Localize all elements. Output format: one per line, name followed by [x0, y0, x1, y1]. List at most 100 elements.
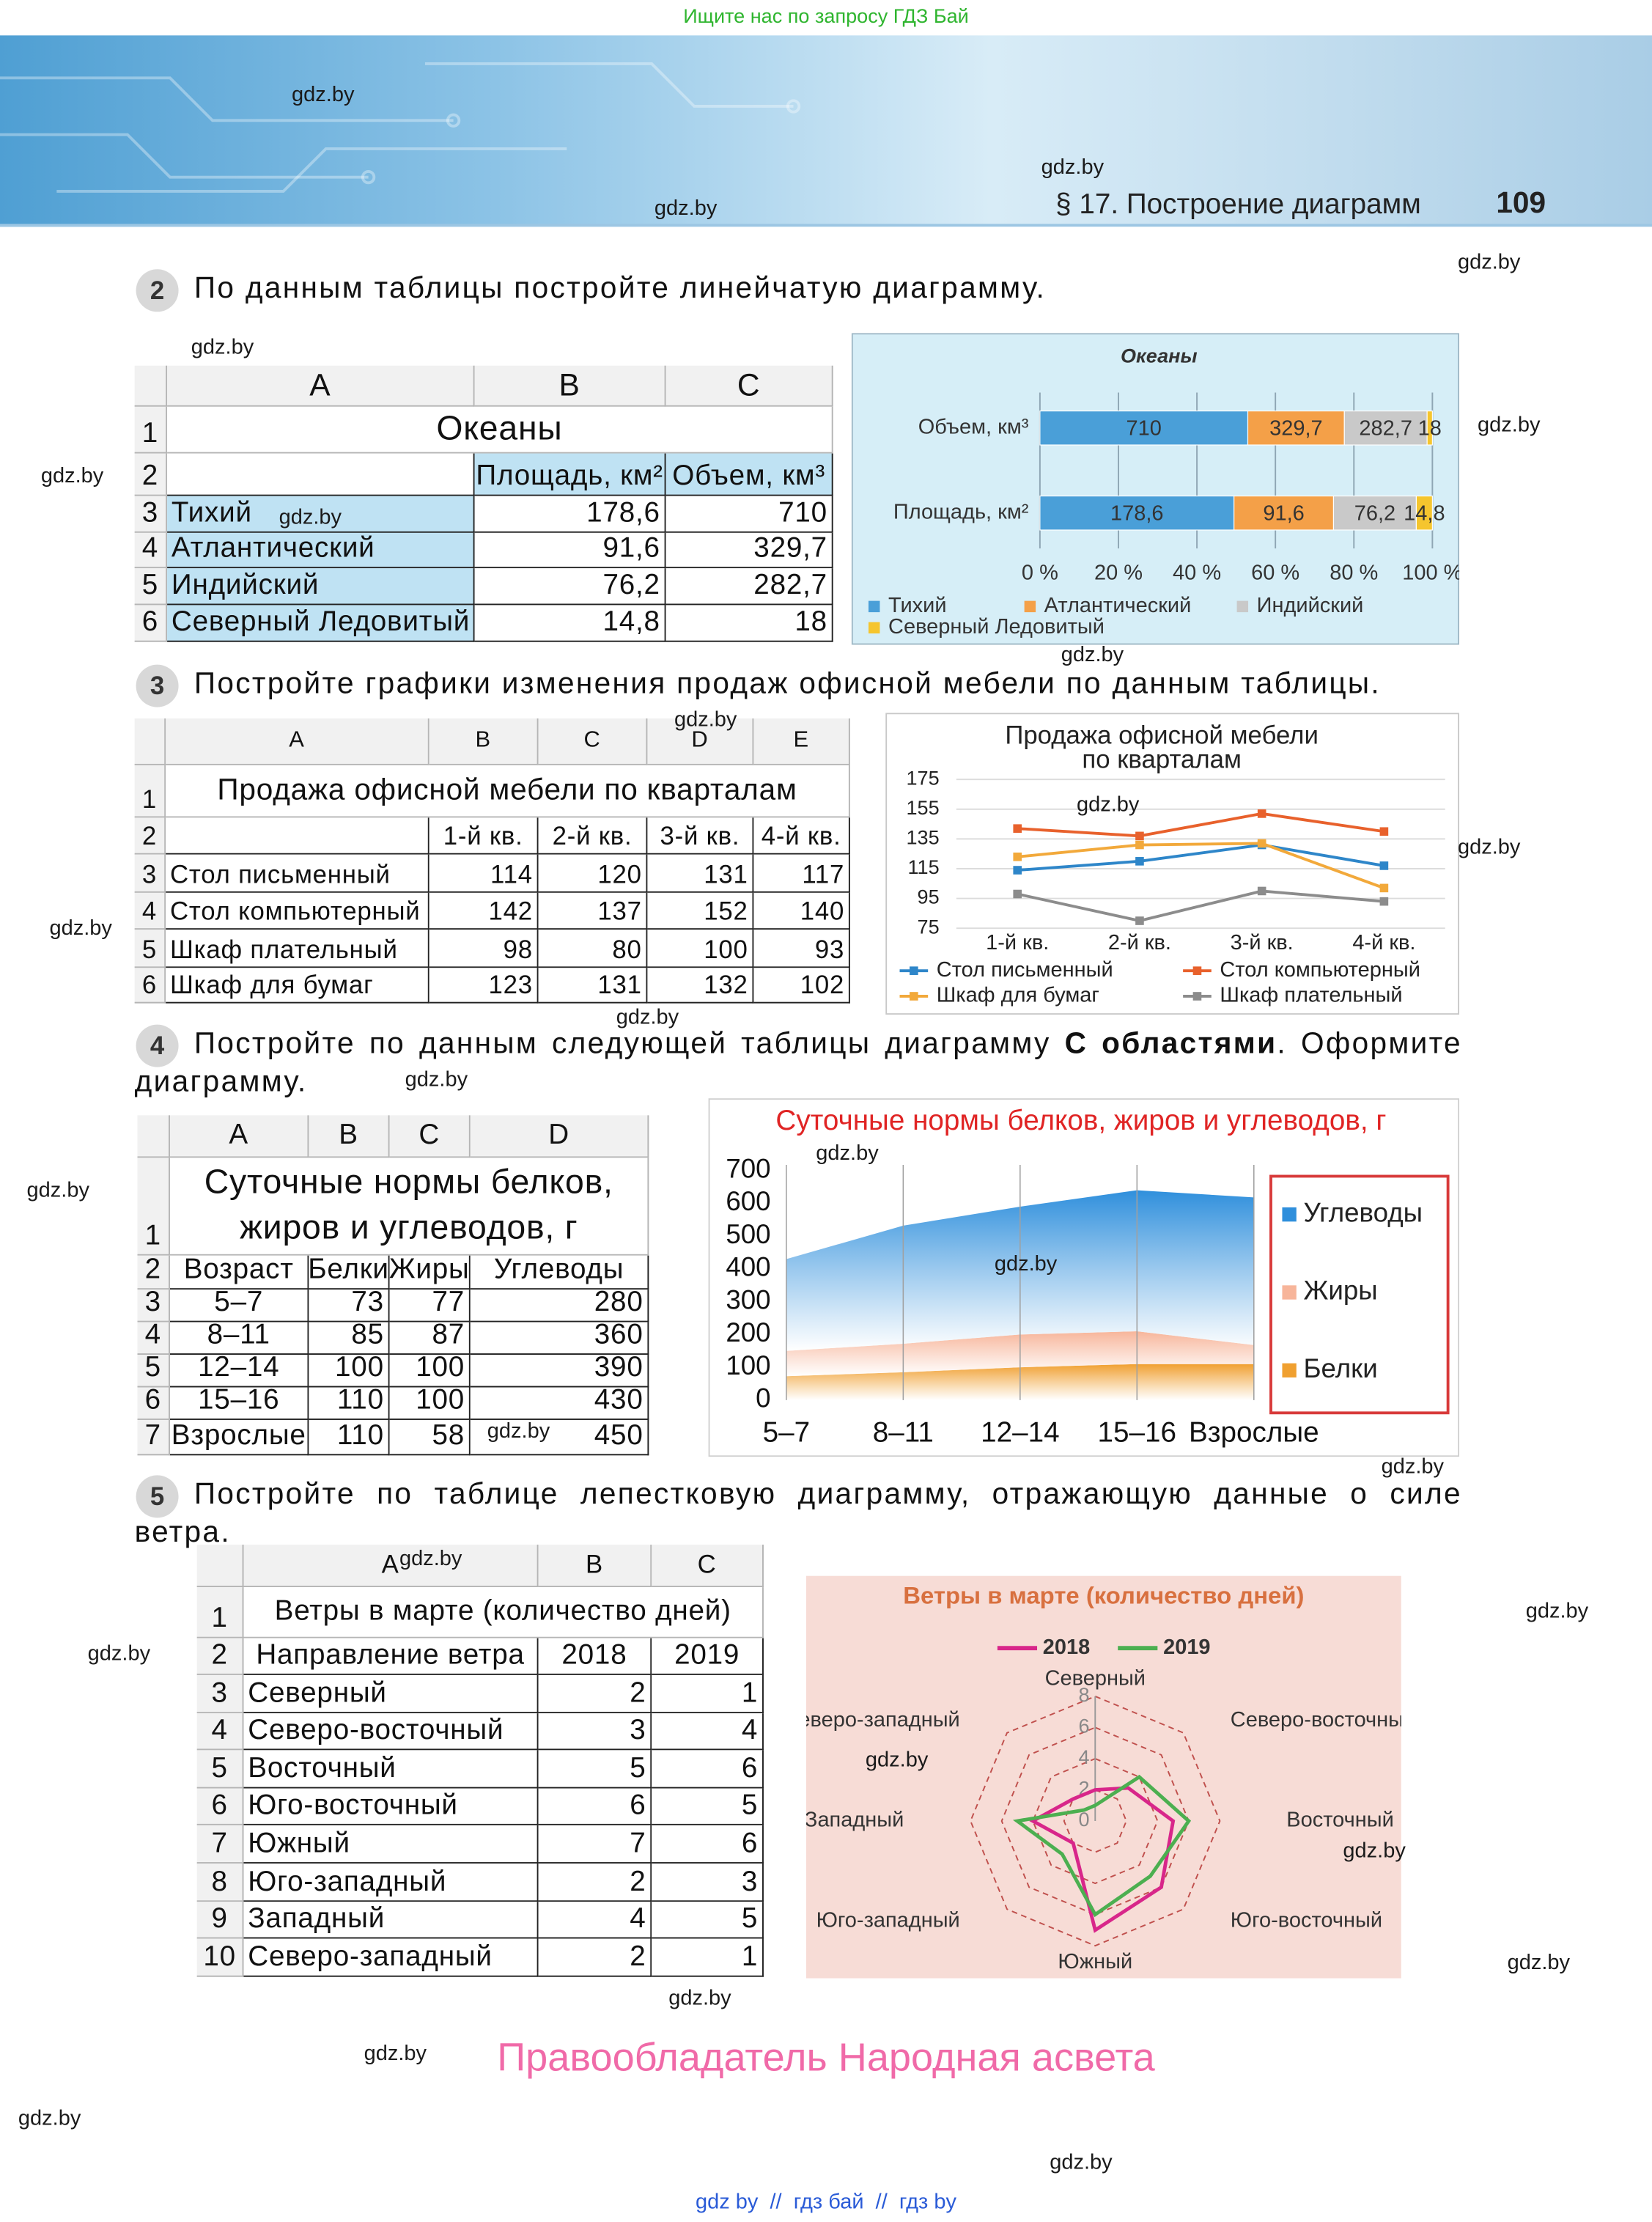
table-value: 110: [309, 1387, 390, 1420]
table-value: 123: [429, 968, 539, 1004]
table: A B C 1 2 3 4 5 6 Океаны Площадь, км² Объем, км³ Тих…: [134, 365, 833, 642]
value-label: 329,7: [1269, 416, 1323, 440]
header-cell: Углеводы: [470, 1255, 649, 1290]
series-line: [1017, 842, 1385, 890]
row-label: Стол письменный: [166, 854, 429, 893]
legend-marker: [910, 966, 918, 975]
table-value: 131: [538, 968, 648, 1004]
x-tick-label: 40 %: [1173, 562, 1221, 585]
table-value: 450: [470, 1419, 649, 1456]
value-label: 178,6: [1110, 501, 1164, 525]
task-text-part: Постройте по данным следующей таблицы ди…: [193, 1027, 1065, 1060]
table-value: 5: [652, 1788, 764, 1826]
column-letter: C: [538, 718, 648, 765]
legend-label: Тихий: [888, 594, 947, 617]
watermark: gdz.by: [1050, 2150, 1113, 2175]
column-letter: A: [166, 718, 429, 765]
row-label: 12–14: [169, 1355, 309, 1388]
y-tick-label: 95: [918, 886, 940, 908]
column-letter: B: [429, 718, 539, 765]
category-label: Южный: [1058, 1950, 1132, 1973]
category-label: Северо-западный: [806, 1708, 960, 1732]
task-text-part: Постройте по таблице лепестковую диаграм…: [134, 1478, 1462, 1549]
y-tick-label: 700: [726, 1153, 770, 1183]
table-value: 100: [389, 1355, 471, 1388]
task-badge: 4: [136, 1024, 179, 1067]
table-value: 110: [309, 1419, 390, 1456]
banner-decoration: [0, 62, 1652, 227]
point-marker: [1379, 861, 1389, 870]
table-value: 140: [753, 892, 850, 930]
legend-marker: [1192, 992, 1202, 1001]
point-marker: [1013, 866, 1022, 875]
watermark: gdz.by: [1507, 1950, 1571, 1975]
bar-segment: [1343, 411, 1428, 446]
column-letter: D: [470, 1115, 649, 1158]
task-text-part: По данным таблицы постройте линейчатую д…: [193, 272, 1047, 305]
row-number: 6: [134, 968, 166, 1004]
column-letter: D: [647, 718, 754, 765]
table-value: 5: [652, 1901, 764, 1939]
watermark: gdz.by: [1041, 155, 1105, 180]
table-title: Продажа офисной мебели по кварталам: [166, 765, 850, 818]
r-tick-label: 8: [1079, 1684, 1090, 1706]
table-value: 430: [470, 1387, 649, 1420]
bar-segment: [1415, 496, 1433, 531]
x-tick-label: 12–14: [981, 1417, 1059, 1449]
bar-segment: [1039, 411, 1249, 446]
watermark: gdz.by: [49, 916, 112, 941]
point-marker: [1013, 852, 1022, 861]
watermark: gdz.by: [279, 505, 342, 530]
header-cell: Направление ветра: [243, 1638, 539, 1675]
column-letter: B: [538, 1545, 652, 1588]
y-tick-label: 500: [726, 1219, 770, 1249]
series-line: [1029, 1786, 1176, 1933]
task-text: Постройте графики изменения продаж офисн…: [135, 665, 1462, 703]
chart-background: [885, 713, 1460, 1015]
row-number: 3: [134, 854, 166, 893]
header-cell: 4-й кв.: [753, 817, 850, 855]
row-label: Юго-восточный: [243, 1788, 539, 1826]
table-value: 73: [309, 1290, 390, 1322]
point-marker: [1257, 886, 1266, 896]
bar-segment: [1426, 411, 1433, 446]
table-value: 131: [647, 854, 754, 893]
header-cell: 2-й кв.: [538, 817, 648, 855]
legend-box: [1269, 1174, 1450, 1415]
column-letter: E: [753, 718, 850, 765]
table-corner: [134, 718, 166, 765]
category-label: Восточный: [1286, 1809, 1394, 1832]
category-label: Северо-восточный: [1231, 1708, 1401, 1732]
table-value: 2: [538, 1674, 652, 1713]
watermark: gdz.by: [616, 1005, 679, 1030]
table-corner: [137, 1115, 170, 1158]
y-tick-label: 115: [908, 856, 940, 878]
row-label: Тихий: [167, 496, 475, 533]
row-number: 2: [134, 817, 166, 855]
header-cell: Белки: [309, 1255, 390, 1290]
x-tick-label: 60 %: [1251, 562, 1299, 585]
column-letter: A: [243, 1545, 539, 1588]
legend-swatch: [1236, 600, 1249, 613]
header-cell: 3-й кв.: [647, 817, 754, 855]
column-letter: C: [389, 1115, 471, 1158]
y-tick-label: 400: [726, 1252, 770, 1282]
x-tick-label: 20 %: [1094, 562, 1143, 585]
table-value: 93: [753, 930, 850, 968]
footer-links: gdz by // гдз бай // гдз by: [695, 2190, 957, 2215]
x-tick-label: 3-й кв.: [1231, 931, 1294, 954]
point-marker: [1135, 857, 1144, 866]
watermark: gdz.by: [1381, 1454, 1445, 1479]
watermark: gdz.by: [816, 1141, 879, 1166]
x-tick-label: Взрослые: [1189, 1417, 1319, 1449]
section-title: § 17. Построение диаграмм: [1055, 189, 1421, 221]
legend-label: 2019: [1163, 1636, 1210, 1659]
legend-swatch: [1282, 1363, 1297, 1377]
legend-label: Стол компьютерный: [1220, 958, 1420, 982]
table-value: 329,7: [665, 532, 833, 569]
legend-label: Шкаф для бумаг: [937, 984, 1099, 1007]
row-number: 4: [134, 892, 166, 930]
row-number: 4: [134, 532, 168, 569]
x-tick-label: 5–7: [763, 1417, 811, 1449]
